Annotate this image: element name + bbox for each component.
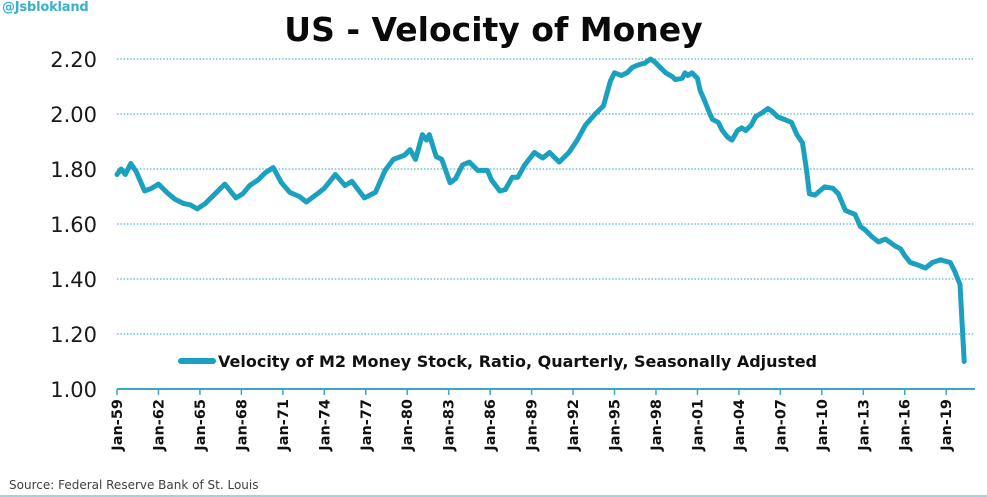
series-group xyxy=(114,56,967,364)
x-tick-label: Jan-80 xyxy=(400,399,416,452)
x-tick-label: Jan-68 xyxy=(234,399,250,452)
x-tick-label: Jan-04 xyxy=(732,399,748,452)
y-tick-label: 1.20 xyxy=(50,323,97,347)
x-tick-label: Jan-07 xyxy=(773,399,789,452)
x-tick-label: Jan-65 xyxy=(193,399,209,452)
x-tick-label: Jan-83 xyxy=(442,399,458,452)
chart-title: US - Velocity of Money xyxy=(284,10,703,49)
author-handle: @Jsblokland xyxy=(2,0,89,15)
x-tick-label: Jan-71 xyxy=(276,399,292,452)
series-line-velocity-m2 xyxy=(114,56,967,364)
y-tick-label: 2.20 xyxy=(50,48,97,72)
x-tick-label: Jan-89 xyxy=(525,399,541,452)
y-tick-label: 1.00 xyxy=(50,378,97,402)
x-tick-label: Jan-19 xyxy=(939,399,955,452)
x-tick-label: Jan-98 xyxy=(649,399,665,452)
x-tick-label: Jan-92 xyxy=(566,399,582,452)
source-note: Source: Federal Reserve Bank of St. Loui… xyxy=(9,478,259,492)
x-axis xyxy=(116,388,975,395)
x-tick-label: Jan-10 xyxy=(815,399,831,452)
y-axis-ticks: 2.20 2.00 1.80 1.60 1.40 1.20 1.00 xyxy=(50,48,97,402)
bottom-rule xyxy=(0,495,987,497)
legend-label: Velocity of M2 Money Stock, Ratio, Quart… xyxy=(218,352,817,371)
x-axis-tick-labels: Jan-59 Jan-62 Jan-65 Jan-68 Jan-71 Jan-74 Jan-… xyxy=(110,399,955,452)
x-tick-label: Jan-62 xyxy=(151,399,167,452)
x-tick-label: Jan-59 xyxy=(110,399,126,452)
y-tick-label: 1.60 xyxy=(50,213,97,237)
x-tick-label: Jan-16 xyxy=(898,399,914,452)
x-tick-label: Jan-77 xyxy=(359,399,375,452)
x-tick-label: Jan-13 xyxy=(856,399,872,452)
y-tick-label: 2.00 xyxy=(50,103,97,127)
gridlines xyxy=(117,58,975,335)
y-tick-label: 1.40 xyxy=(50,268,97,292)
x-tick-label: Jan-95 xyxy=(608,399,624,452)
legend: Velocity of M2 Money Stock, Ratio, Quart… xyxy=(178,352,817,371)
x-tick-label: Jan-01 xyxy=(690,399,706,452)
y-tick-label: 1.80 xyxy=(50,158,97,182)
x-tick-label: Jan-74 xyxy=(317,399,333,452)
x-tick-label: Jan-86 xyxy=(483,399,499,452)
